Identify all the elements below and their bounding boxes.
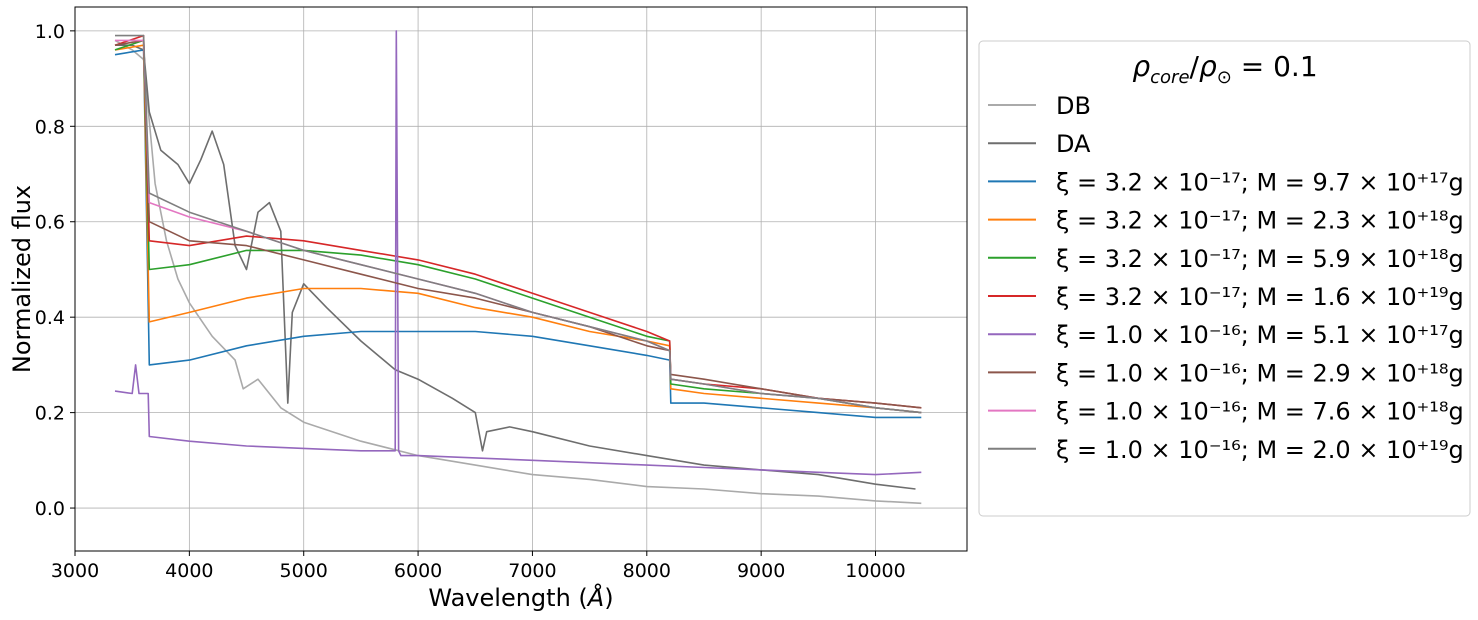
legend: ρcore/ρ⊙ = 0.1 DB DA ξ = 3.2 × 10⁻¹⁷; M = … xyxy=(978,40,1471,517)
legend-label-3: ξ = 3.2 × 10⁻¹⁷; M = 2.3 × 10⁺¹⁸g xyxy=(1056,207,1464,235)
x-tick-label: 3000 xyxy=(51,560,99,582)
x-tick-label: 9000 xyxy=(737,560,785,582)
legend-label-9: ξ = 1.0 × 10⁻¹⁶; M = 2.0 × 10⁺¹⁹g xyxy=(1056,436,1464,464)
x-tick-label: 8000 xyxy=(623,560,671,582)
legend-label-7: ξ = 1.0 × 10⁻¹⁶; M = 2.9 × 10⁺¹⁸g xyxy=(1056,359,1464,387)
plot-frame xyxy=(74,6,968,552)
x-tick-label: 4000 xyxy=(165,560,213,582)
x-axis-label: Wavelength (Å) xyxy=(428,583,613,612)
legend-label-5: ξ = 3.2 × 10⁻¹⁷; M = 1.6 × 10⁺¹⁹g xyxy=(1056,283,1464,311)
series-line-2 xyxy=(114,49,922,419)
y-axis-label: Normalized flux xyxy=(8,185,36,373)
y-tick-label: 0.0 xyxy=(35,498,65,520)
x-axis: 3000 4000 5000 6000 7000 8000 9000 10000 xyxy=(51,551,906,582)
series-line-3 xyxy=(114,44,922,414)
legend-label-0: DB xyxy=(1056,92,1091,120)
legend-label-8: ξ = 1.0 × 10⁻¹⁶; M = 7.6 × 10⁺¹⁸g xyxy=(1056,398,1464,426)
y-tick-label: 0.8 xyxy=(35,116,65,138)
y-tick-label: 0.4 xyxy=(35,307,65,329)
legend-label-2: ξ = 3.2 × 10⁻¹⁷; M = 9.7 × 10⁺¹⁷g xyxy=(1056,168,1464,196)
legend-label-4: ξ = 3.2 × 10⁻¹⁷; M = 5.9 × 10⁺¹⁸g xyxy=(1056,245,1464,273)
x-tick-label: 6000 xyxy=(394,560,442,582)
series-line-9 xyxy=(115,34,922,414)
legend-box xyxy=(978,40,1471,517)
y-tick-label: 0.6 xyxy=(35,212,65,234)
y-tick-label: 1.0 xyxy=(35,21,65,43)
series-line-6 xyxy=(114,30,922,476)
series-line-1 xyxy=(115,44,916,490)
legend-label-1: DA xyxy=(1056,130,1091,158)
series-layer xyxy=(114,30,922,505)
x-tick-label: 10000 xyxy=(845,560,905,582)
legend-label-6: ξ = 1.0 × 10⁻¹⁶; M = 5.1 × 10⁺¹⁷g xyxy=(1056,321,1464,349)
legend-items: DB DA ξ = 3.2 × 10⁻¹⁷; M = 9.7 × 10⁺¹⁷g ξ =… xyxy=(988,92,1464,464)
legend-title: ρcore/ρ⊙ = 0.1 xyxy=(1132,50,1317,88)
x-tick-label: 7000 xyxy=(508,560,556,582)
x-tick-label: 5000 xyxy=(280,560,328,582)
series-line-0 xyxy=(114,39,922,505)
y-tick-label: 0.2 xyxy=(35,403,65,425)
y-axis: 0.0 0.2 0.4 0.6 0.8 1.0 xyxy=(35,21,75,520)
